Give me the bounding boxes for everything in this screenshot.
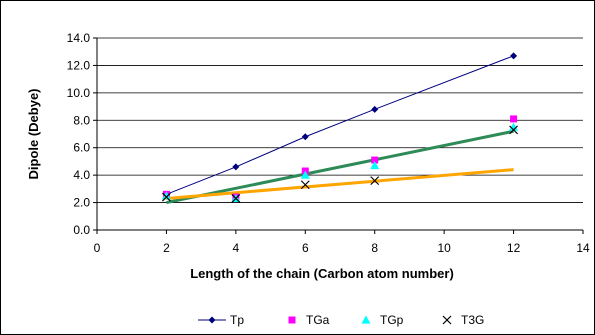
y-tick-label: 8.0 [73,113,90,127]
x-tick-label: 12 [507,241,521,255]
data-point-tp [510,52,518,60]
legend-label-tga: TGa [306,313,330,327]
legend-marker-tga [288,316,296,324]
data-point-t3g [162,192,171,202]
data-point-t3g [509,125,518,135]
x-tick-label: 14 [576,241,590,255]
y-tick-label: 4.0 [73,168,90,182]
data-point-tgp [300,170,310,179]
legend-label-tgp: TGp [380,313,404,327]
y-tick-label: 10.0 [67,86,91,100]
legend-marker-t3g [442,315,452,325]
data-point-tga [371,156,379,164]
data-point-tgp [370,161,380,170]
data-point-tp [232,163,240,171]
data-point-tga [510,115,518,123]
y-tick-label: 12.0 [67,58,91,72]
legend-label-tp: Tp [230,313,244,327]
y-tick-label: 14.0 [67,31,91,45]
x-tick-label: 4 [233,241,240,255]
data-point-tp [371,105,379,113]
trendline [166,129,514,205]
x-tick-label: 8 [371,241,378,255]
y-tick-label: 0.0 [73,223,90,237]
legend-marker-tgp [361,315,371,324]
trendline [166,168,514,200]
x-tick-label: 10 [437,241,451,255]
data-point-tgp [509,122,519,131]
y-axis-title: Dipole (Debye) [26,88,41,179]
y-tick-label: 6.0 [73,141,90,155]
y-tick-label: 2.0 [73,196,90,210]
x-axis-title: Length of the chain (Carbon atom number) [190,266,454,281]
x-tick-label: 2 [163,241,170,255]
data-point-t3g [300,180,310,190]
data-point-tgp [161,191,171,200]
x-tick-label: 0 [94,241,101,255]
legend-label-t3g: T3G [461,313,484,327]
x-tick-label: 6 [302,241,309,255]
data-point-tp [301,133,309,141]
data-point-t3g [231,194,241,203]
data-point-t3g [370,176,380,186]
legend-marker-tp [208,316,216,324]
